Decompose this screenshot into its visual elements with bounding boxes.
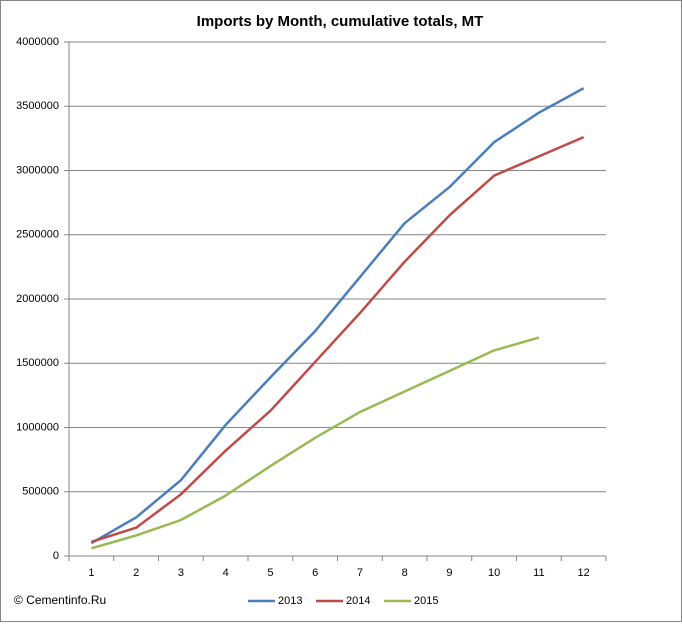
chart-title: Imports by Month, cumulative totals, MT <box>197 13 484 30</box>
y-tick-label: 0 <box>53 550 59 562</box>
legend-label: 2013 <box>278 595 302 607</box>
y-tick-label: 500000 <box>22 486 59 498</box>
x-tick-label: 3 <box>178 567 184 579</box>
x-tick-label: 1 <box>88 567 94 579</box>
x-tick-label: 9 <box>446 567 452 579</box>
x-tick-label: 11 <box>533 567 544 579</box>
series-line <box>90 87 585 545</box>
x-tick-label: 4 <box>223 567 229 579</box>
legend-label: 2014 <box>346 595 370 607</box>
y-tick-label: 4000000 <box>16 36 59 48</box>
x-tick-label: 6 <box>312 567 318 579</box>
x-tick-label: 7 <box>357 567 363 579</box>
series-line <box>91 336 540 550</box>
x-tick-label: 10 <box>488 567 500 579</box>
y-tick-label: 1500000 <box>16 357 59 369</box>
x-tick-label: 2 <box>133 567 139 579</box>
annotation: © Cementinfo.Ru <box>14 593 106 607</box>
legend-label: 2015 <box>414 595 438 607</box>
y-tick-label: 3500000 <box>16 100 59 112</box>
y-tick-label: 3000000 <box>16 164 59 176</box>
x-tick-label: 5 <box>267 567 273 579</box>
series-line <box>90 135 585 544</box>
y-tick-label: 2500000 <box>16 229 59 241</box>
y-tick-label: 2000000 <box>16 293 59 305</box>
x-tick-label: 12 <box>578 567 590 579</box>
y-tick-label: 1000000 <box>16 421 59 433</box>
x-tick-label: 8 <box>402 567 408 579</box>
